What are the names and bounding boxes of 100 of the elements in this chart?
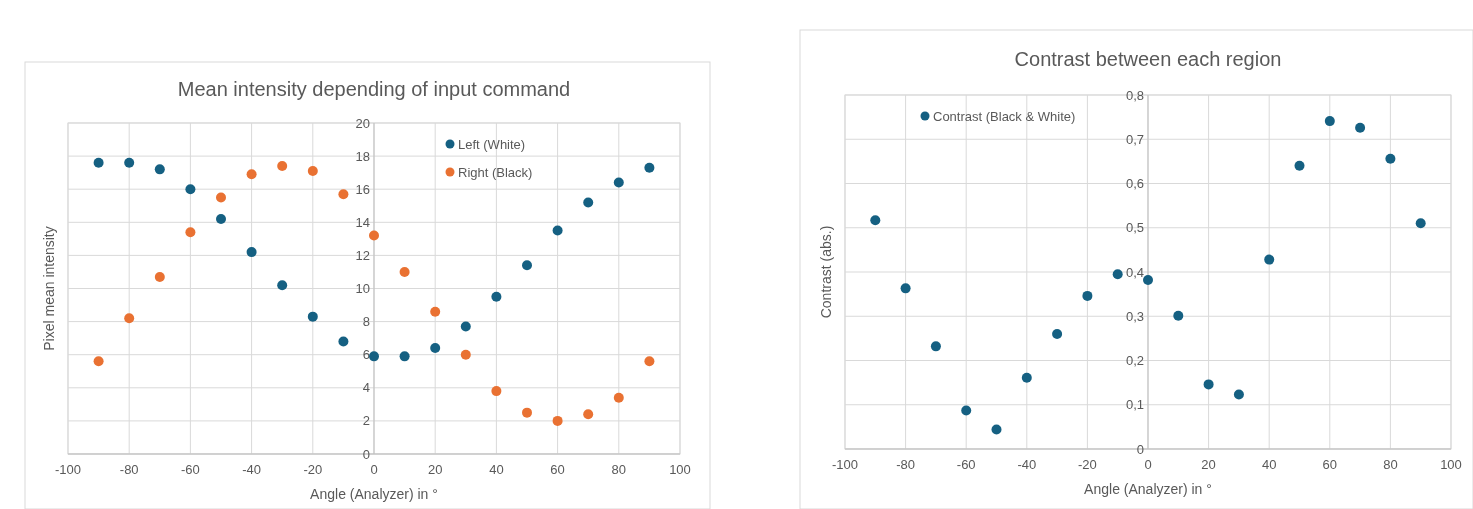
- x-tick-label: 60: [1322, 457, 1338, 472]
- x-tick-label: -100: [54, 462, 82, 477]
- point: [399, 266, 410, 277]
- x-axis-title: Angle (Analyzer) in °: [1084, 481, 1212, 497]
- point: [277, 161, 288, 172]
- y-tick-label: 0,1: [1125, 397, 1144, 413]
- point: [644, 356, 655, 367]
- point: [338, 336, 349, 347]
- point: [430, 343, 441, 354]
- y-tick-label: 6: [362, 347, 370, 363]
- point: [93, 356, 104, 367]
- point: [1264, 254, 1275, 265]
- point: [491, 291, 502, 302]
- x-tick-label: 100: [669, 462, 691, 477]
- x-tick-label: -60: [956, 457, 976, 472]
- point: [154, 271, 165, 282]
- point: [644, 162, 655, 173]
- point: [1415, 218, 1426, 229]
- point: [246, 247, 257, 258]
- point: [522, 260, 532, 271]
- point: [460, 349, 471, 360]
- point: [961, 405, 972, 416]
- x-tick-label: 20: [427, 462, 443, 477]
- point: [1385, 153, 1396, 164]
- point: [1233, 389, 1244, 400]
- x-tick-label: 20: [1201, 457, 1216, 472]
- x-tick-label: 40: [1261, 457, 1277, 472]
- x-tick-label: -20: [1078, 457, 1097, 472]
- point: [1082, 290, 1093, 301]
- point: [93, 157, 104, 168]
- point: [522, 407, 532, 418]
- y-tick-label: 8: [362, 314, 370, 330]
- y-tick-label: 0,8: [1125, 87, 1144, 103]
- point: [613, 392, 624, 403]
- point: [930, 341, 941, 352]
- point: [369, 230, 379, 241]
- point: [1294, 160, 1305, 171]
- y-axis-title: Pixel mean intensity: [41, 226, 57, 351]
- y-axis-title: Contrast (abs.): [818, 225, 834, 319]
- point: [124, 157, 135, 168]
- y-tick-label: 16: [355, 181, 370, 197]
- point: [870, 215, 881, 226]
- point: [491, 386, 502, 397]
- x-tick-label: -60: [181, 462, 200, 477]
- point: [583, 197, 594, 208]
- point: [1052, 328, 1063, 339]
- x-tick-label: -80: [896, 457, 915, 472]
- x-tick-label: -100: [831, 457, 859, 472]
- point: [338, 189, 349, 200]
- legend-label: Right (Black): [458, 165, 533, 180]
- x-tick-label: 80: [611, 462, 627, 477]
- x-tick-label: 40: [489, 462, 504, 477]
- point: [246, 169, 257, 180]
- x-tick-label: 60: [550, 462, 565, 477]
- x-tick-label: -40: [1017, 457, 1037, 472]
- point: [552, 415, 563, 426]
- x-tick-label: 100: [1440, 457, 1462, 472]
- y-tick-label: 0: [362, 446, 370, 462]
- y-tick-label: 0,3: [1125, 308, 1144, 324]
- x-axis-title: Angle (Analyzer) in °: [310, 486, 438, 502]
- x-tick-label: -80: [119, 462, 139, 477]
- chart-title: Mean intensity depending of input command: [177, 78, 571, 100]
- y-tick-label: 14: [355, 214, 370, 230]
- point: [399, 351, 410, 362]
- x-tick-label: 80: [1383, 457, 1398, 472]
- point: [216, 192, 226, 203]
- point: [154, 164, 165, 175]
- point: [430, 306, 441, 317]
- point: [216, 214, 226, 224]
- point: [991, 424, 1002, 435]
- point: [460, 321, 471, 332]
- y-tick-label: 0: [1136, 441, 1144, 457]
- point: [1021, 372, 1032, 383]
- point: [369, 351, 379, 362]
- point: [1355, 122, 1366, 133]
- point: [1203, 379, 1214, 390]
- point: [552, 225, 563, 236]
- legend-label: Contrast (Black & White): [933, 109, 1076, 124]
- point: [185, 184, 196, 195]
- point: [613, 177, 624, 188]
- y-tick-label: 4: [362, 380, 370, 396]
- point: [277, 280, 288, 291]
- y-tick-label: 0,2: [1125, 353, 1144, 368]
- y-tick-label: 0,6: [1125, 176, 1144, 191]
- x-tick-label: -40: [242, 462, 261, 477]
- point: [900, 283, 911, 294]
- y-tick-label: 0,5: [1125, 220, 1144, 236]
- point: [583, 409, 594, 420]
- legend-label: Left (White): [458, 137, 526, 152]
- point: [1112, 269, 1123, 280]
- point: [307, 311, 318, 322]
- point: [1324, 116, 1335, 127]
- y-tick-label: 0,4: [1125, 264, 1144, 280]
- x-tick-label: -20: [303, 462, 323, 477]
- point: [1173, 310, 1184, 321]
- point: [1143, 274, 1153, 285]
- point: [185, 227, 196, 238]
- y-tick-label: 18: [355, 148, 370, 164]
- point: [307, 166, 318, 176]
- y-tick-label: 0,7: [1125, 131, 1144, 147]
